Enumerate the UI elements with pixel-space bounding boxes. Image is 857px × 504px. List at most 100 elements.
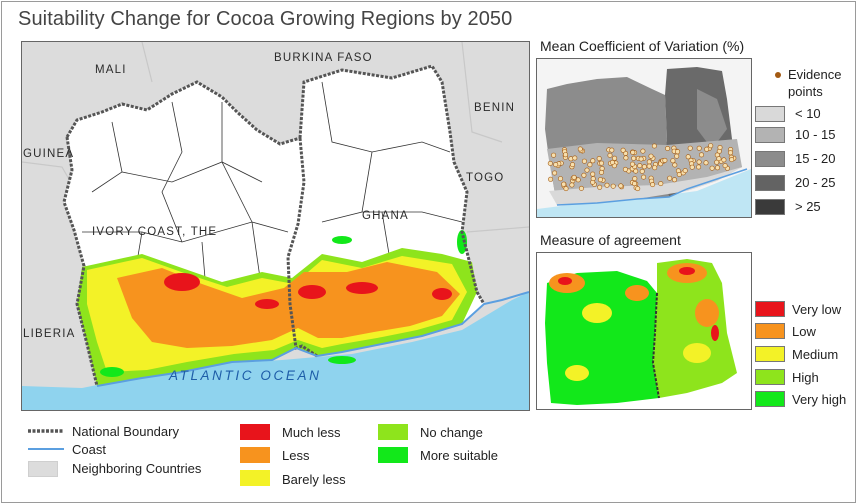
legend-coast: Coast (72, 442, 106, 457)
evidence-point (598, 160, 604, 166)
evidence-point (577, 146, 583, 152)
legend-neighboring: Neighboring Countries (72, 461, 202, 476)
national-boundary-symbol (28, 429, 64, 433)
evidence-point (632, 176, 638, 182)
cv-unit: (%) (722, 38, 745, 54)
agreement-low: Low (792, 324, 816, 339)
label-ivory-coast: IVORY COAST, THE (92, 226, 218, 238)
evidence-point (639, 168, 645, 174)
evidence-point (728, 150, 734, 156)
cv-swatch-5 (755, 199, 785, 215)
evidence-point (604, 182, 610, 188)
evidence-point (696, 164, 702, 170)
evidence-point (667, 175, 673, 181)
evidence-point (552, 170, 558, 176)
cv-class-4: 20 - 25 (795, 175, 836, 190)
evidence-point (569, 182, 575, 188)
agreement-map[interactable] (536, 252, 752, 410)
evidence-point (562, 152, 568, 158)
evidence-marker (775, 72, 781, 78)
label-guinea: GUINEA (23, 148, 75, 160)
evidence-point (662, 157, 668, 163)
agreement-map-title: Measure of agreement (540, 232, 681, 248)
evidence-point (685, 154, 691, 160)
cv-swatch-2 (755, 127, 785, 143)
evidence-point (590, 158, 596, 164)
label-liberia: LIBERIA (23, 328, 76, 340)
evidence-point (563, 186, 569, 192)
main-map-canvas (22, 42, 529, 410)
evidence-point (584, 167, 590, 173)
evidence-point (607, 152, 613, 158)
evidence-point (612, 155, 618, 161)
agreement-swatch-high (755, 369, 785, 385)
cv-map-canvas (537, 67, 751, 217)
change-swatch-barely-less (240, 470, 270, 486)
evidence-point (675, 149, 681, 155)
agreement-swatch-very-high (755, 391, 785, 407)
main-map[interactable]: MALI BURKINA FASO BENIN GUINEA TOGO IVOR… (21, 41, 530, 411)
evidence-point (641, 174, 647, 180)
evidence-point (590, 171, 596, 177)
evidence-point (622, 166, 628, 172)
agreement-medium: Medium (792, 347, 839, 362)
page-title: Suitability Change for Cocoa Growing Reg… (18, 8, 513, 30)
evidence-point (581, 158, 587, 164)
evidence-point (717, 145, 723, 151)
national-boundary-lines (62, 64, 486, 387)
evidence-point (637, 163, 643, 169)
evidence-point (640, 148, 646, 154)
change-swatch-more-suitable (378, 447, 408, 463)
evidence-point (715, 165, 721, 171)
legend-no-change: No change (420, 425, 483, 440)
evidence-point (651, 143, 657, 149)
agreement-very-high: Very high (792, 392, 847, 407)
legend-more-suitable: More suitable (420, 448, 499, 463)
evidence-point (672, 177, 678, 183)
evidence-point (704, 146, 710, 152)
evidence-point (547, 160, 553, 166)
evidence-points (547, 143, 737, 192)
cv-class-5: > 25 (795, 199, 821, 214)
suitability-raster (77, 230, 477, 386)
evidence-point (687, 145, 693, 151)
evidence-point (708, 143, 714, 149)
evidence-point (623, 155, 629, 161)
evidence-point (610, 183, 616, 189)
evidence-point (699, 152, 705, 158)
cv-class-1: < 10 (795, 106, 821, 121)
label-benin: BENIN (474, 102, 516, 114)
evidence-point (641, 164, 647, 170)
evidence-point (722, 163, 728, 169)
evidence-point (630, 149, 636, 155)
evidence-point (709, 165, 715, 171)
evidence-point (650, 182, 656, 188)
evidence-point (587, 162, 593, 168)
cv-swatch-1 (755, 106, 785, 122)
evidence-point (714, 159, 720, 165)
evidence-point (631, 155, 637, 161)
evidence-point (597, 177, 603, 183)
label-mali: MALI (95, 64, 127, 76)
evidence-point (635, 186, 641, 192)
cv-map[interactable] (536, 58, 752, 218)
evidence-point (729, 157, 735, 163)
change-swatch-no-change (378, 424, 408, 440)
evidence-point (609, 147, 615, 153)
label-ghana: GHANA (362, 210, 409, 222)
evidence-point (557, 176, 563, 182)
cv-swatch-4 (755, 175, 785, 191)
evidence-point (630, 161, 636, 167)
evidence-point (578, 185, 584, 191)
change-swatch-much-less (240, 424, 270, 440)
evidence-point (632, 181, 638, 187)
evidence-point (696, 145, 702, 151)
coastline (96, 291, 529, 387)
evidence-point (551, 152, 557, 158)
label-togo: TOGO (466, 172, 505, 184)
legend-less: Less (282, 448, 310, 463)
evidence-point (721, 157, 727, 163)
ocean-area (22, 292, 529, 410)
cv-map-title: Mean Coefficient of Variation (%) (540, 38, 745, 54)
coast-symbol (28, 448, 64, 450)
